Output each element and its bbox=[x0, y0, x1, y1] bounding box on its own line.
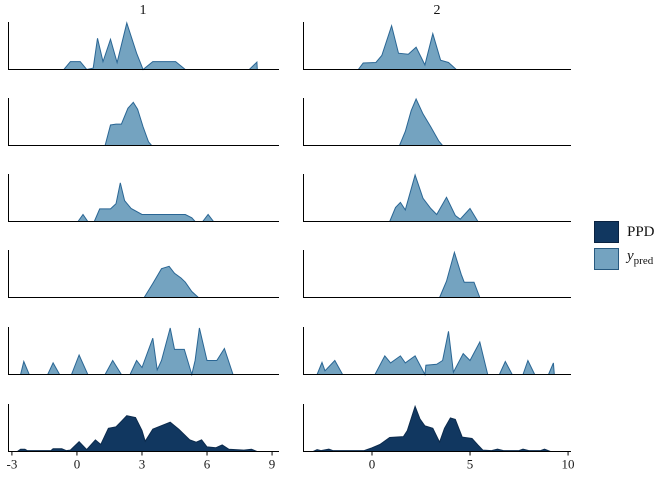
density-panel-col2-row6: 0 5 10 bbox=[303, 404, 575, 472]
facet-title-column-1: 1 bbox=[139, 3, 147, 18]
x-tick-label: -3 bbox=[6, 457, 17, 472]
ypred-density-area bbox=[104, 101, 153, 146]
density-panel-col1-row1 bbox=[8, 21, 279, 71]
x-tick-label: 3 bbox=[139, 457, 146, 472]
density-panel-col1-row4 bbox=[8, 250, 279, 298]
x-tick-label: 9 bbox=[269, 457, 276, 472]
legend-label-ypred: ypred bbox=[627, 248, 654, 267]
x-tick-label: 5 bbox=[467, 457, 474, 472]
x-tick-label: 6 bbox=[204, 457, 211, 472]
ypred-density-area bbox=[398, 97, 444, 146]
density-panel-col2-row5 bbox=[303, 327, 571, 377]
density-panel-col1-row6: -3 0 3 6 9 bbox=[6, 404, 279, 472]
x-tick-label: 0 bbox=[369, 457, 376, 472]
legend-label-ppd: PPD bbox=[627, 224, 655, 240]
ypred-density-area bbox=[388, 173, 479, 222]
density-panel-col1-row2 bbox=[8, 98, 279, 146]
density-panel-col2-row1 bbox=[303, 22, 571, 70]
density-panel-col1-row5 bbox=[8, 327, 279, 377]
density-panel-col2-row3 bbox=[303, 173, 571, 222]
ypred-density-area bbox=[62, 21, 258, 71]
legend: PPD ypred bbox=[594, 221, 655, 274]
density-panel-col2-row2 bbox=[303, 97, 571, 146]
ypred-density-area bbox=[438, 250, 481, 298]
density-panel-col2-row4 bbox=[303, 250, 571, 298]
ypred-density-area bbox=[316, 331, 555, 377]
legend-item-ppd: PPD bbox=[594, 221, 655, 243]
ypred-density-area bbox=[77, 182, 215, 222]
ppd-swatch-icon bbox=[594, 221, 619, 243]
x-tick-label: 0 bbox=[74, 457, 81, 472]
ypred-density-area bbox=[143, 265, 200, 298]
ypred-density-area bbox=[19, 327, 234, 377]
ypred-swatch-icon bbox=[594, 247, 619, 270]
ppd-density-area bbox=[312, 404, 551, 452]
ppd-density-area bbox=[15, 415, 258, 452]
facet-title-column-2: 2 bbox=[433, 3, 441, 18]
density-panel-col1-row3 bbox=[8, 174, 279, 222]
ypred-density-area bbox=[357, 24, 458, 70]
x-tick-label: 10 bbox=[562, 457, 575, 472]
legend-item-ypred: ypred bbox=[594, 245, 655, 272]
